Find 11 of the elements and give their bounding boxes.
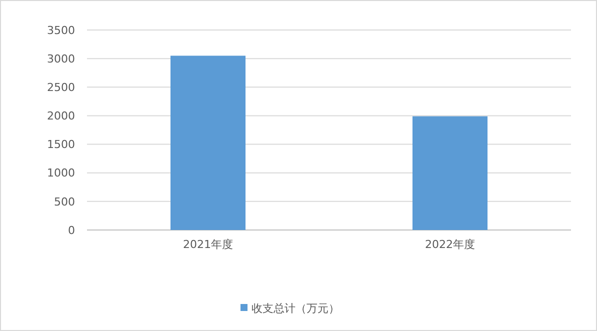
y-tick-label: 3000	[47, 52, 75, 66]
y-tick-label: 1500	[47, 138, 75, 152]
x-tick-label: 2021年度	[183, 238, 233, 251]
x-tick-label: 2022年度	[425, 238, 475, 251]
y-tick-label: 2500	[47, 80, 75, 94]
y-tick-label: 500	[54, 195, 75, 208]
y-tick-label: 0	[68, 224, 75, 237]
legend-label: 收支总计（万元）	[252, 302, 340, 315]
y-tick-label: 2000	[47, 110, 75, 123]
y-tick-label: 1000	[47, 166, 75, 180]
y-tick-label: 3500	[47, 24, 75, 37]
